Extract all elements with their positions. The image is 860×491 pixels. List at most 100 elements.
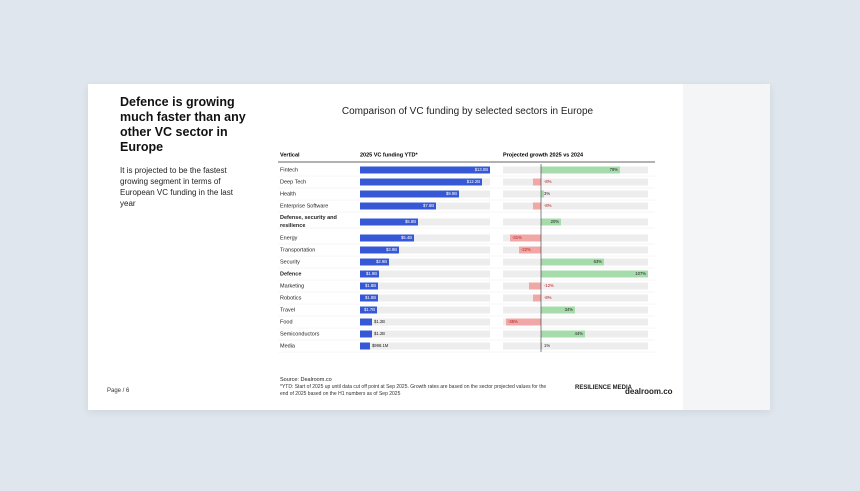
track (360, 318, 490, 326)
bar (541, 218, 561, 226)
column-header: Vertical (280, 152, 300, 158)
track (360, 270, 490, 278)
body-text: It is projected to be the fastest growin… (120, 166, 233, 208)
bar (541, 270, 648, 278)
bar (360, 330, 372, 338)
bar (360, 258, 389, 266)
side-panel (683, 84, 770, 410)
bar (529, 282, 541, 290)
track (360, 282, 490, 290)
value-label: 3% (544, 191, 550, 196)
value-label: -35% (508, 319, 518, 324)
bar (541, 306, 575, 314)
bar (360, 166, 490, 174)
track (503, 306, 648, 314)
track (360, 218, 490, 226)
value-label: 79% (610, 167, 619, 172)
logo: dealroom.co (625, 387, 673, 396)
track (360, 294, 490, 302)
bar (533, 294, 541, 302)
track (503, 246, 648, 254)
bar (360, 294, 378, 302)
track (360, 330, 490, 338)
category-label: Media (280, 343, 296, 349)
track (360, 306, 490, 314)
chart-title: Comparison of VC funding by selected sec… (341, 106, 594, 117)
track (503, 294, 648, 302)
value-label: $998.1M (372, 343, 389, 348)
value-label: 107% (635, 271, 646, 276)
track (503, 202, 648, 210)
category-label: Defense, security and resilience (280, 215, 337, 229)
category-label: Travel (280, 307, 295, 313)
value-label: -31% (512, 235, 522, 240)
track (503, 190, 648, 198)
value-label: $7.6B (423, 203, 434, 208)
headline: Defence is growing much faster than any … (120, 95, 246, 154)
category-label: Defence (280, 271, 301, 277)
column-header: 2025 VC funding YTD* (360, 152, 419, 158)
category-label: Fintech (280, 167, 298, 173)
category-label: Semiconductors (280, 331, 320, 337)
logo: RESILIENCE MEDIA (575, 385, 633, 391)
value-label: $3.9B (386, 247, 397, 252)
bar (533, 202, 541, 210)
bar (360, 318, 372, 326)
bar (541, 166, 620, 174)
category-label: Food (280, 319, 293, 325)
bar (506, 318, 541, 326)
track (360, 342, 490, 350)
value-label: 44% (575, 331, 584, 336)
category-label: Marketing (280, 283, 304, 289)
bar (541, 190, 544, 198)
bar (360, 342, 370, 350)
value-label: $9.9B (446, 191, 457, 196)
track (360, 246, 490, 254)
category-label: Security (280, 259, 300, 265)
category-label: Robotics (280, 295, 302, 301)
bar (519, 246, 541, 254)
bar (533, 178, 541, 186)
value-label: $13.0B (475, 167, 488, 172)
bar (360, 218, 418, 226)
value-label: $1.8B (365, 283, 376, 288)
bar (360, 190, 459, 198)
track (503, 178, 648, 186)
value-label: $5.8B (405, 219, 416, 224)
value-label: 63% (594, 259, 603, 264)
value-label: $5.4B (401, 235, 412, 240)
value-label: $1.7B (364, 307, 375, 312)
category-label: Enterprise Software (280, 203, 328, 209)
value-label: 34% (565, 307, 574, 312)
value-label: -8% (544, 203, 552, 208)
bar (360, 246, 399, 254)
bar (360, 270, 379, 278)
track (360, 258, 490, 266)
footnote: *YTD: Start of 2025 up until data cut of… (280, 384, 547, 397)
column-header: Projected growth 2025 vs 2024 (503, 152, 584, 158)
value-label: $12.2B (467, 179, 480, 184)
value-label: -22% (521, 247, 531, 252)
value-label: $1.8B (365, 295, 376, 300)
bar (360, 234, 414, 242)
track (503, 218, 648, 226)
track (360, 234, 490, 242)
track (503, 318, 648, 326)
value-label: $1.2B (374, 331, 385, 336)
track (503, 282, 648, 290)
value-label: -8% (544, 179, 552, 184)
value-label: -12% (544, 283, 554, 288)
page-number: Page / 6 (107, 388, 130, 394)
bar (541, 342, 542, 350)
value-label: $2.9B (376, 259, 387, 264)
bar (360, 202, 436, 210)
bar (360, 282, 378, 290)
value-label: $1.2B (374, 319, 385, 324)
bar (541, 330, 585, 338)
category-label: Energy (280, 235, 298, 241)
source: Source: Dealroom.co (280, 377, 332, 383)
bar (510, 234, 541, 242)
value-label: 1% (544, 343, 550, 348)
track (503, 342, 648, 350)
